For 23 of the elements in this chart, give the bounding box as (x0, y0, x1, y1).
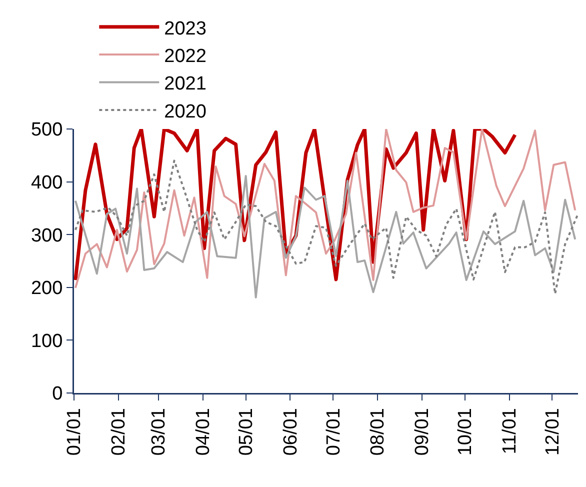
legend-label: 2020 (164, 101, 206, 122)
x-tick-label: 05/01 (236, 408, 257, 456)
y-tick-label: 0 (52, 384, 63, 405)
x-tick-label: 06/01 (280, 408, 302, 456)
x-tick-label: 07/01 (323, 408, 344, 456)
x-tick-label: 08/01 (368, 408, 389, 456)
y-tick-label: 500 (30, 120, 63, 141)
y-tick-label: 200 (30, 278, 63, 300)
legend-label: 2023 (164, 18, 206, 40)
y-tick-label: 400 (30, 172, 63, 194)
x-tick-label: 11/01 (499, 408, 520, 454)
x-tick-label: 04/01 (193, 408, 214, 456)
y-tick-label: 100 (30, 330, 63, 352)
legend-label: 2021 (164, 74, 206, 95)
x-tick-label: 03/01 (148, 408, 170, 456)
x-tick-label: 12/01 (542, 408, 564, 456)
y-tick-label: 300 (30, 225, 63, 246)
x-tick-label: 02/01 (108, 408, 130, 456)
x-tick-label: 01/01 (64, 408, 86, 456)
line-series (74, 129, 576, 289)
x-tick-label: 09/01 (412, 408, 434, 456)
x-tick-label: 10/01 (455, 408, 476, 456)
legend-label: 2022 (164, 46, 206, 67)
